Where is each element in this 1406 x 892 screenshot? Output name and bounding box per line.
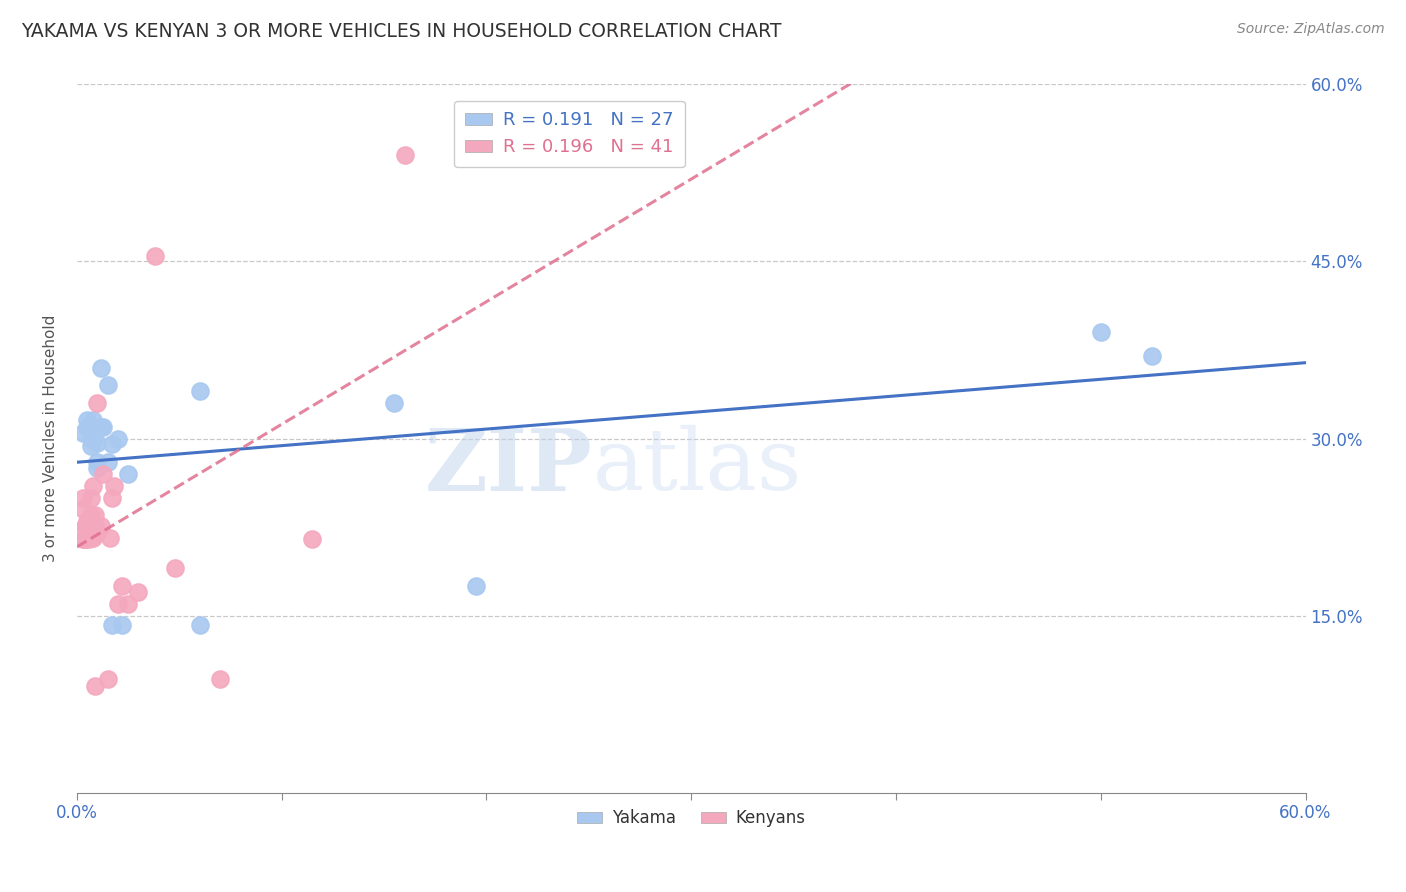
Point	[100, 437, 122, 451]
Point	[84, 508, 107, 523]
Y-axis label: 3 or more Vehicles in Household: 3 or more Vehicles in Household	[44, 315, 58, 562]
Point	[100, 618, 122, 632]
Point	[73, 532, 96, 546]
Point	[111, 618, 134, 632]
Point	[86, 455, 108, 469]
Point	[188, 384, 211, 399]
Point	[86, 436, 108, 450]
Point	[97, 378, 120, 392]
Point	[73, 532, 96, 546]
Point	[72, 425, 94, 440]
Point	[93, 467, 115, 481]
Point	[394, 148, 416, 162]
Point	[165, 561, 187, 575]
Point	[1140, 349, 1163, 363]
Point	[84, 680, 107, 694]
Point	[82, 432, 104, 446]
Point	[80, 520, 103, 534]
Point	[103, 479, 125, 493]
Point	[143, 249, 166, 263]
Point	[82, 479, 104, 493]
Legend: Yakama, Kenyans: Yakama, Kenyans	[569, 803, 813, 834]
Point	[90, 419, 112, 434]
Point	[465, 579, 488, 593]
Point	[80, 432, 103, 446]
Point	[209, 673, 232, 687]
Point	[111, 579, 134, 593]
Point	[73, 519, 96, 533]
Point	[72, 502, 94, 516]
Point	[76, 531, 98, 545]
Text: YAKAMA VS KENYAN 3 OR MORE VEHICLES IN HOUSEHOLD CORRELATION CHART: YAKAMA VS KENYAN 3 OR MORE VEHICLES IN H…	[21, 22, 782, 41]
Point	[84, 519, 107, 533]
Text: Source: ZipAtlas.com: Source: ZipAtlas.com	[1237, 22, 1385, 37]
Point	[76, 419, 98, 434]
Point	[86, 526, 108, 541]
Point	[100, 491, 122, 505]
Point	[86, 396, 108, 410]
Point	[86, 461, 108, 475]
Point	[76, 520, 98, 534]
Point	[77, 520, 100, 534]
Point	[80, 531, 103, 545]
Point	[77, 532, 100, 546]
Point	[382, 396, 405, 410]
Point	[80, 508, 103, 523]
Point	[117, 467, 139, 481]
Point	[82, 419, 104, 434]
Point	[301, 532, 323, 546]
Point	[93, 419, 115, 434]
Point	[107, 597, 129, 611]
Point	[188, 618, 211, 632]
Point	[127, 585, 149, 599]
Point	[77, 514, 100, 528]
Point	[76, 514, 98, 528]
Point	[72, 532, 94, 546]
Point	[73, 520, 96, 534]
Point	[80, 491, 103, 505]
Point	[1090, 326, 1112, 340]
Point	[82, 412, 104, 426]
Point	[76, 526, 98, 541]
Point	[80, 439, 103, 453]
Point	[117, 597, 139, 611]
Text: ZIP: ZIP	[425, 425, 593, 508]
Point	[90, 360, 112, 375]
Point	[76, 412, 98, 426]
Point	[76, 531, 98, 545]
Point	[82, 531, 104, 545]
Point	[98, 531, 121, 545]
Point	[107, 432, 129, 446]
Point	[97, 673, 120, 687]
Point	[97, 455, 120, 469]
Point	[72, 491, 94, 505]
Point	[90, 519, 112, 533]
Text: atlas: atlas	[593, 425, 801, 508]
